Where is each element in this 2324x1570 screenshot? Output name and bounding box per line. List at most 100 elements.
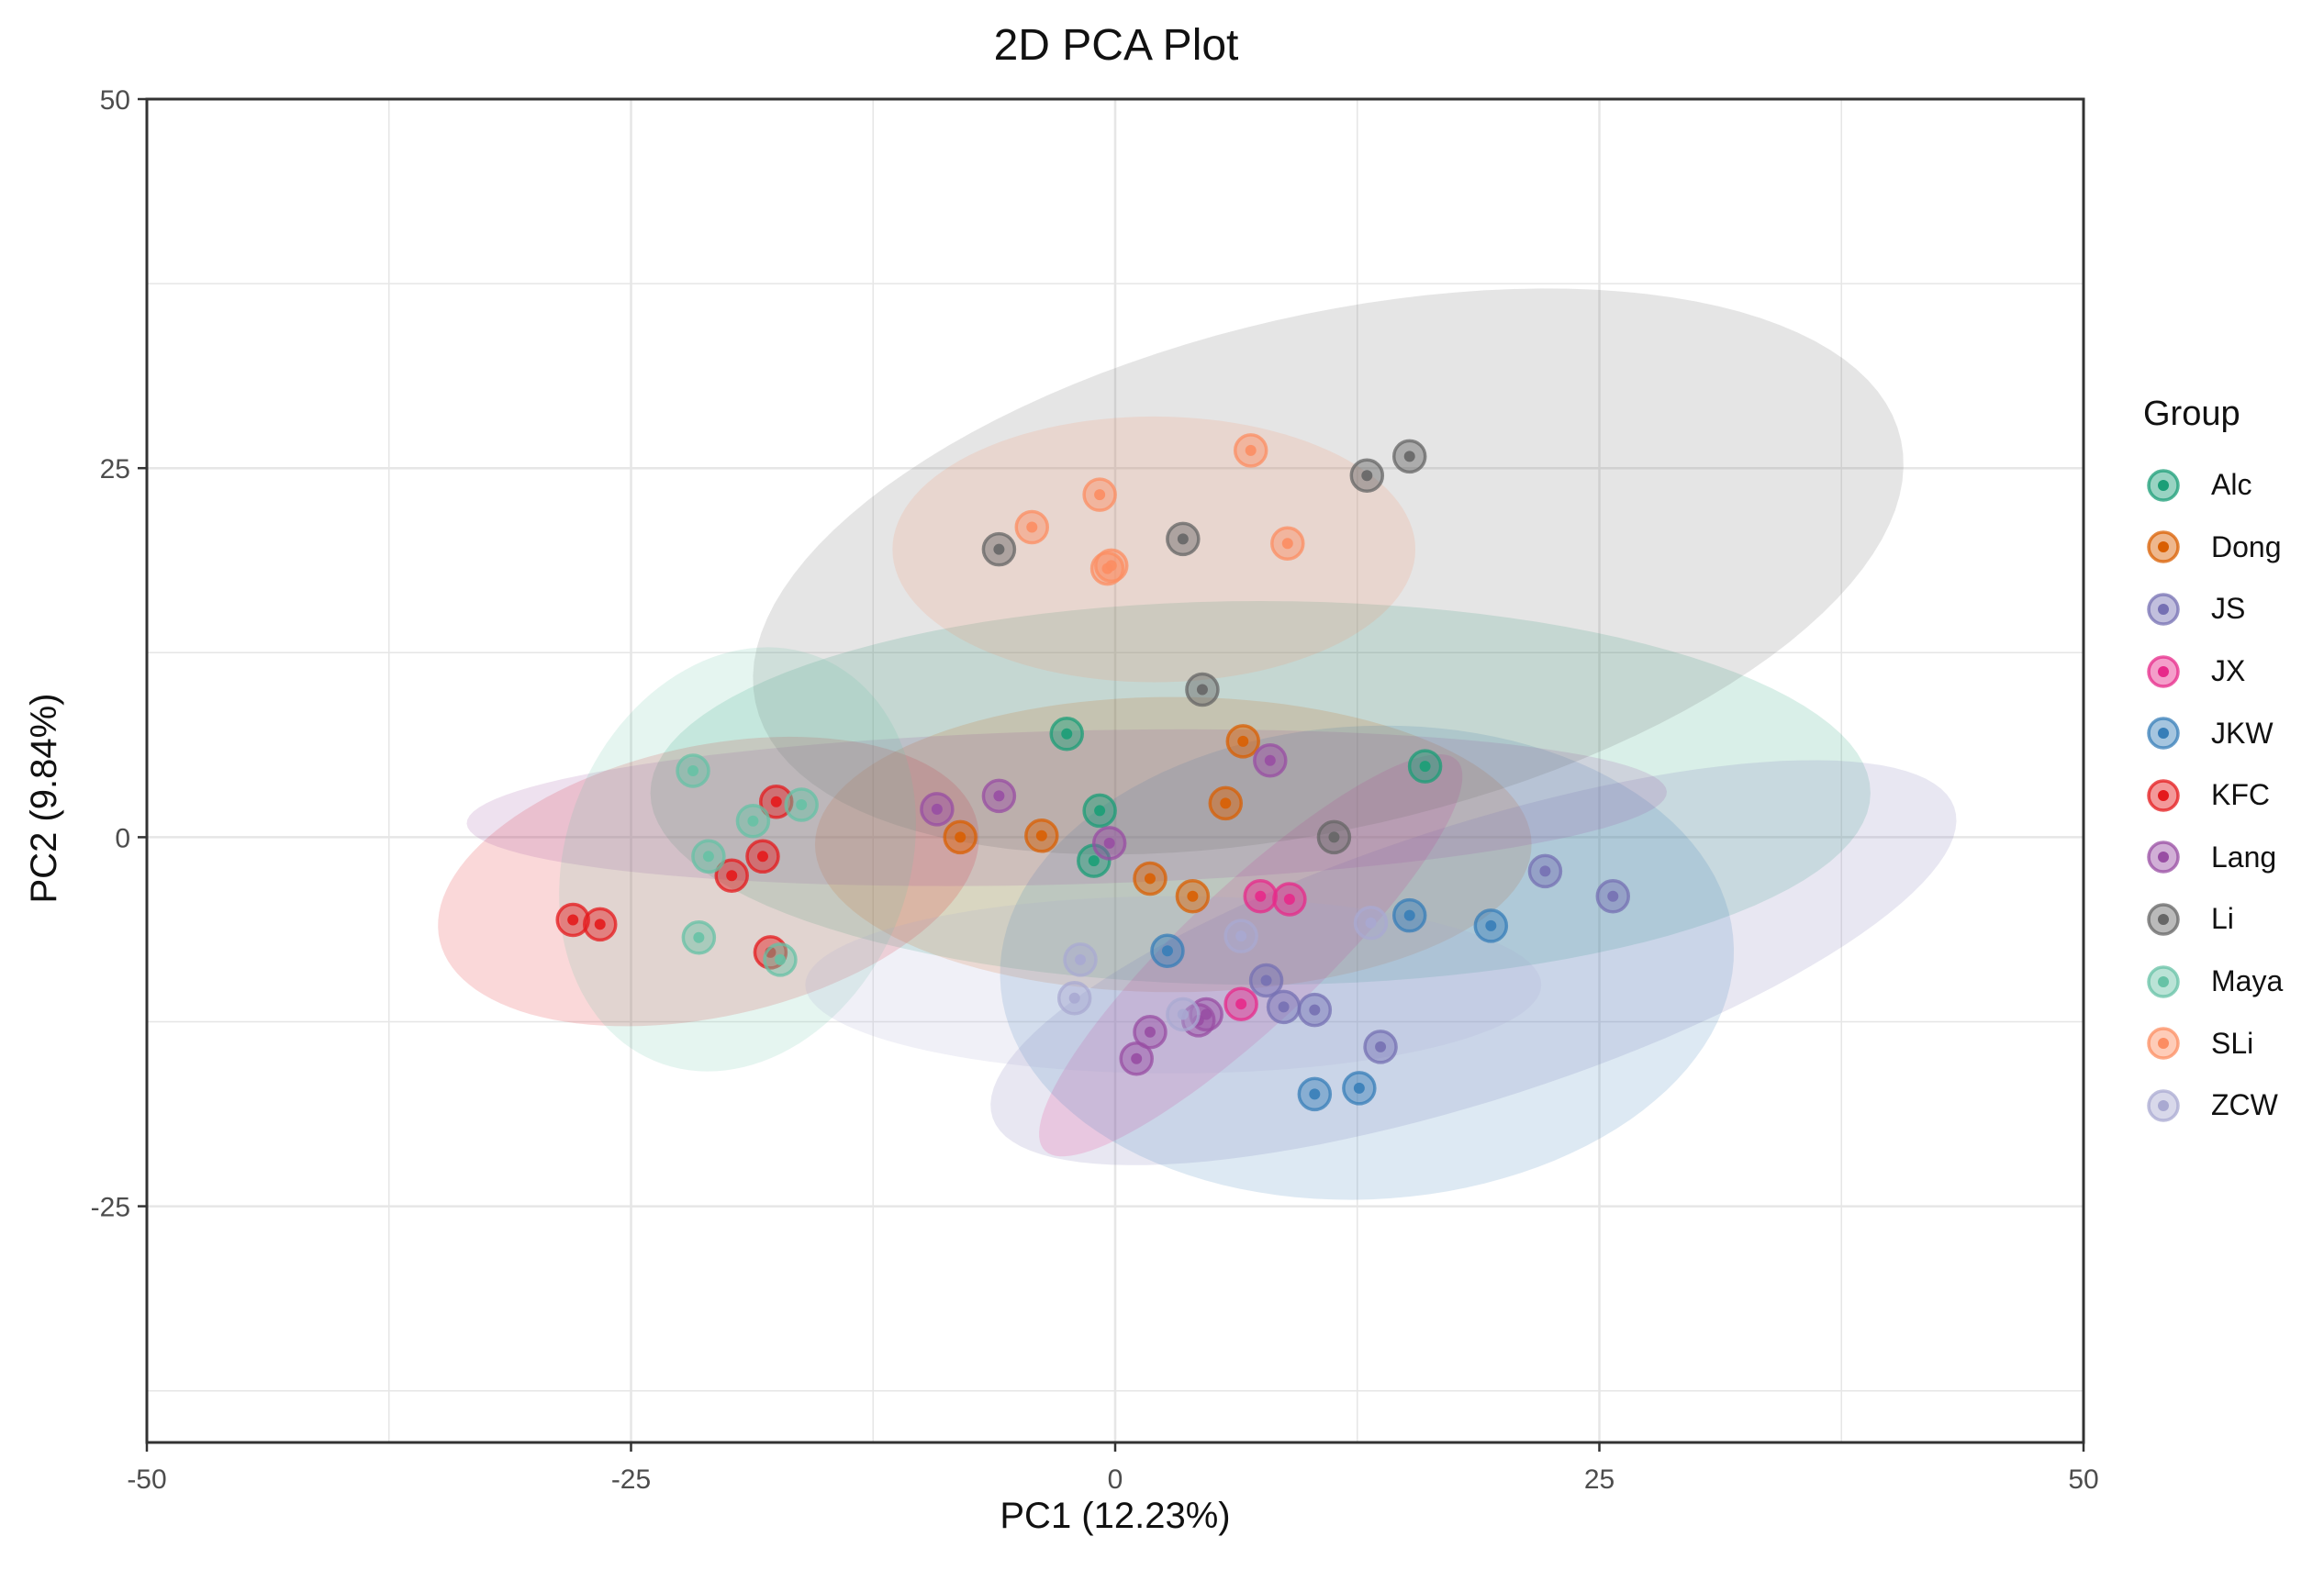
legend-key [2147,593,2180,626]
x-tick-label: -25 [611,1464,651,1495]
point-li [1316,819,1352,855]
point-js [1527,853,1563,889]
y-tick-label: 0 [115,823,130,853]
point-kfc [714,858,749,893]
x-tick-label: 0 [1108,1464,1123,1495]
y-tick-label: -25 [91,1193,130,1223]
legend-label: Dong [2211,529,2282,563]
ellipse-kfc [438,736,979,1027]
ellipse-lang [466,729,1667,886]
point-kfc [745,839,780,874]
legend-key [2147,717,2180,750]
point-zcw [1056,981,1092,1016]
x-tick-label: 50 [2068,1464,2098,1495]
point-jkw [1150,933,1185,969]
point-zcw [1063,942,1098,977]
chart-title: 2D PCA Plot [993,21,1239,70]
point-lang [920,792,955,827]
ellipse-maya [559,647,916,1072]
point-dong [943,819,978,855]
point-alc [1077,843,1112,878]
legend-item-zcw: ZCW [2143,1075,2283,1137]
legend-key [2147,469,2180,502]
legend-key [2147,964,2180,998]
point-zcw [1353,905,1389,941]
legend-item-maya: Maya [2143,951,2283,1013]
point-dong [1024,818,1059,853]
legend-label: Alc [2211,468,2252,502]
x-tick-label: 25 [1584,1464,1615,1495]
point-kfc [582,907,618,942]
point-maya [784,787,819,822]
point-lang [981,778,1017,814]
point-jkw [1391,897,1427,933]
point-dong [1175,878,1211,914]
ellipse-zcw [805,896,1542,1074]
point-sli [1082,477,1117,512]
axis-ticks: -50 -25 0 25 50 50 25 0 -25 [91,85,2099,1495]
ellipse-sli [892,416,1415,683]
point-maya [763,942,798,977]
point-sli [1014,509,1050,545]
point-li [1391,439,1427,474]
point-sli [1270,526,1305,561]
legend-item-sli: SLi [2143,1012,2283,1075]
ellipse-jx [1039,754,1463,1157]
point-js [1248,963,1284,998]
legend-key [2147,779,2180,812]
point-li [1166,521,1201,557]
point-maya [691,839,726,874]
legend-label: Li [2211,902,2234,936]
legend-label: JX [2211,654,2246,688]
legend-key [2147,903,2180,936]
legend-item-js: JS [2143,578,2283,640]
data-points [555,433,1631,1112]
point-jx [1243,878,1278,914]
point-js [1266,989,1302,1025]
legend-label: ZCW [2211,1088,2278,1122]
point-maya [735,803,771,839]
x-axis-label: PC1 (12.23%) [1000,1496,1231,1536]
point-sli [1233,433,1268,468]
point-lang [1091,826,1127,861]
legend-label: SLi [2211,1026,2254,1060]
ellipse-dong [814,696,1532,993]
point-kfc [555,902,590,938]
point-dong [1225,724,1261,759]
x-tick-label: -50 [127,1464,166,1495]
point-alc [1407,749,1443,784]
point-lang [1189,997,1223,1032]
legend-items: Alc Dong JS JX JKW KFC Lang Li Maya SLi ZCW [2143,454,2283,1137]
point-alc [1049,717,1084,752]
legend-item-li: Li [2143,888,2283,951]
ellipse-jkw [1000,725,1734,1200]
legend-item-lang: Lang [2143,827,2283,889]
y-tick-label: 25 [100,454,130,484]
legend-label: JKW [2211,716,2274,750]
legend-item-jx: JX [2143,640,2283,703]
legend-key [2147,1027,2180,1060]
point-kfc [759,785,794,819]
point-dong [1133,861,1168,896]
ellipse-li [753,288,1904,855]
point-lang [1253,742,1288,778]
legend-item-alc: Alc [2143,454,2283,517]
legend-item-dong: Dong [2143,517,2283,579]
legend-label: KFC [2211,778,2270,812]
point-jx [1223,986,1258,1021]
point-js [1297,992,1333,1028]
legend-key [2147,654,2180,688]
point-li [981,531,1017,567]
legend-item-jkw: JKW [2143,702,2283,764]
point-alc [1082,793,1117,829]
legend: Group Alc Dong JS JX JKW KFC Lang Li Maya SLi ZCW [2143,395,2283,1137]
legend-key [2147,1088,2180,1122]
point-li [1185,672,1220,707]
legend-item-kfc: KFC [2143,764,2283,827]
legend-title: Group [2143,395,2240,433]
confidence-ellipses [438,288,1957,1200]
point-jx [1272,882,1307,917]
point-maya [676,753,710,788]
point-js [1595,878,1631,914]
y-tick-label: 50 [100,85,130,116]
